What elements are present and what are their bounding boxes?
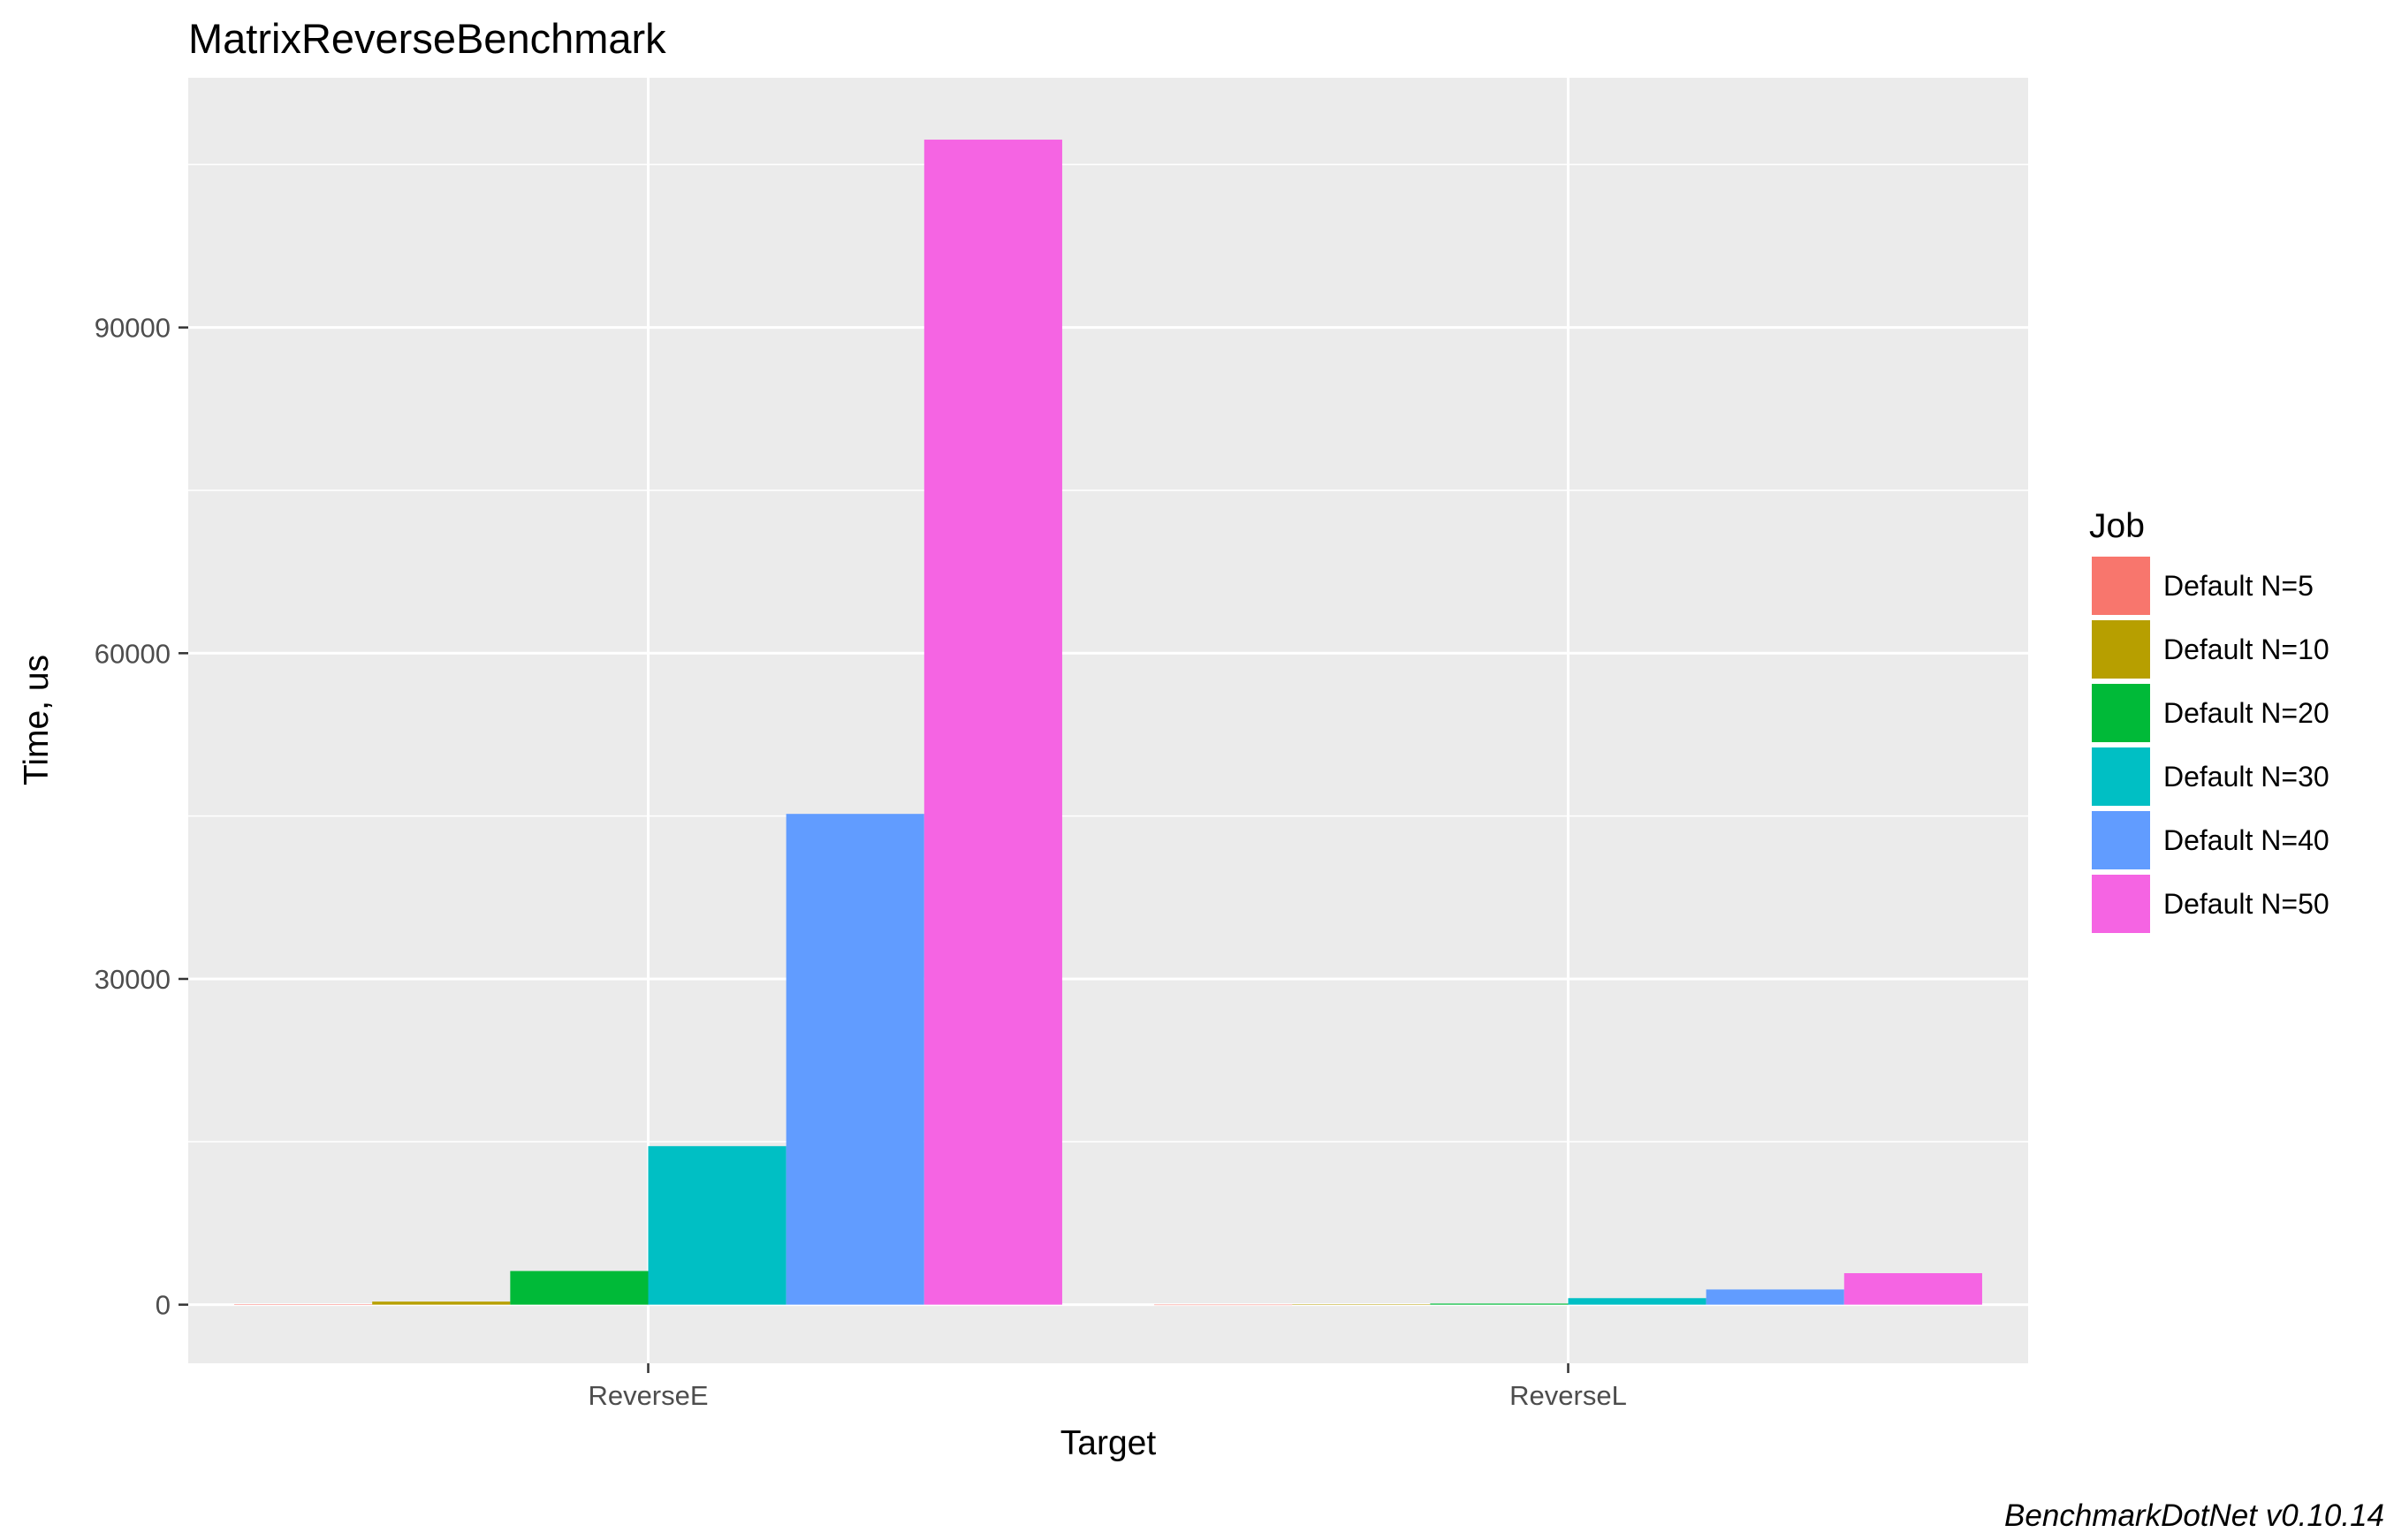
legend-key — [2092, 747, 2150, 806]
bar — [648, 1146, 787, 1305]
legend-label: Default N=50 — [2163, 888, 2329, 920]
legend-key — [2092, 620, 2150, 679]
legend-key — [2092, 557, 2150, 615]
bars — [234, 140, 1982, 1306]
bar — [372, 1301, 511, 1305]
y-tick-label: 30000 — [95, 964, 171, 995]
legend-key — [2092, 684, 2150, 742]
legend-label: Default N=30 — [2163, 761, 2329, 793]
bar — [1292, 1304, 1431, 1305]
caption: BenchmarkDotNet v0.10.14 — [2004, 1498, 2384, 1533]
legend-label: Default N=40 — [2163, 824, 2329, 856]
bar — [1430, 1303, 1569, 1305]
y-tick-label: 90000 — [95, 313, 171, 344]
x-axis: ReverseE ReverseL — [588, 1363, 1627, 1411]
legend-label: Default N=20 — [2163, 697, 2329, 729]
bar — [923, 140, 1062, 1305]
plot-panel — [188, 78, 2028, 1363]
y-axis: 0 30000 60000 90000 — [95, 313, 188, 1321]
minor-gridlines — [188, 163, 2028, 1143]
y-tick-label: 60000 — [95, 638, 171, 669]
x-tick-label: ReverseE — [588, 1380, 708, 1411]
bar — [1843, 1273, 1982, 1305]
legend-key — [2092, 875, 2150, 933]
chart-title: MatrixReverseBenchmark — [188, 15, 666, 62]
legend-key — [2092, 811, 2150, 869]
bar — [1154, 1304, 1293, 1306]
bar — [786, 814, 924, 1305]
bar — [1568, 1298, 1706, 1305]
legend-title: Job — [2089, 507, 2145, 545]
bar — [1706, 1289, 1844, 1305]
x-tick-label: ReverseL — [1509, 1380, 1627, 1411]
y-axis-title: Time, us — [18, 655, 56, 785]
bar — [234, 1304, 373, 1305]
legend: Job Default N=5 Default N=10 Default N=20 D… — [2089, 507, 2329, 933]
legend-label: Default N=5 — [2163, 570, 2314, 602]
y-tick-label: 0 — [156, 1290, 171, 1321]
legend-label: Default N=10 — [2163, 633, 2329, 665]
bar — [510, 1271, 649, 1305]
x-axis-title: Target — [1060, 1424, 1157, 1462]
